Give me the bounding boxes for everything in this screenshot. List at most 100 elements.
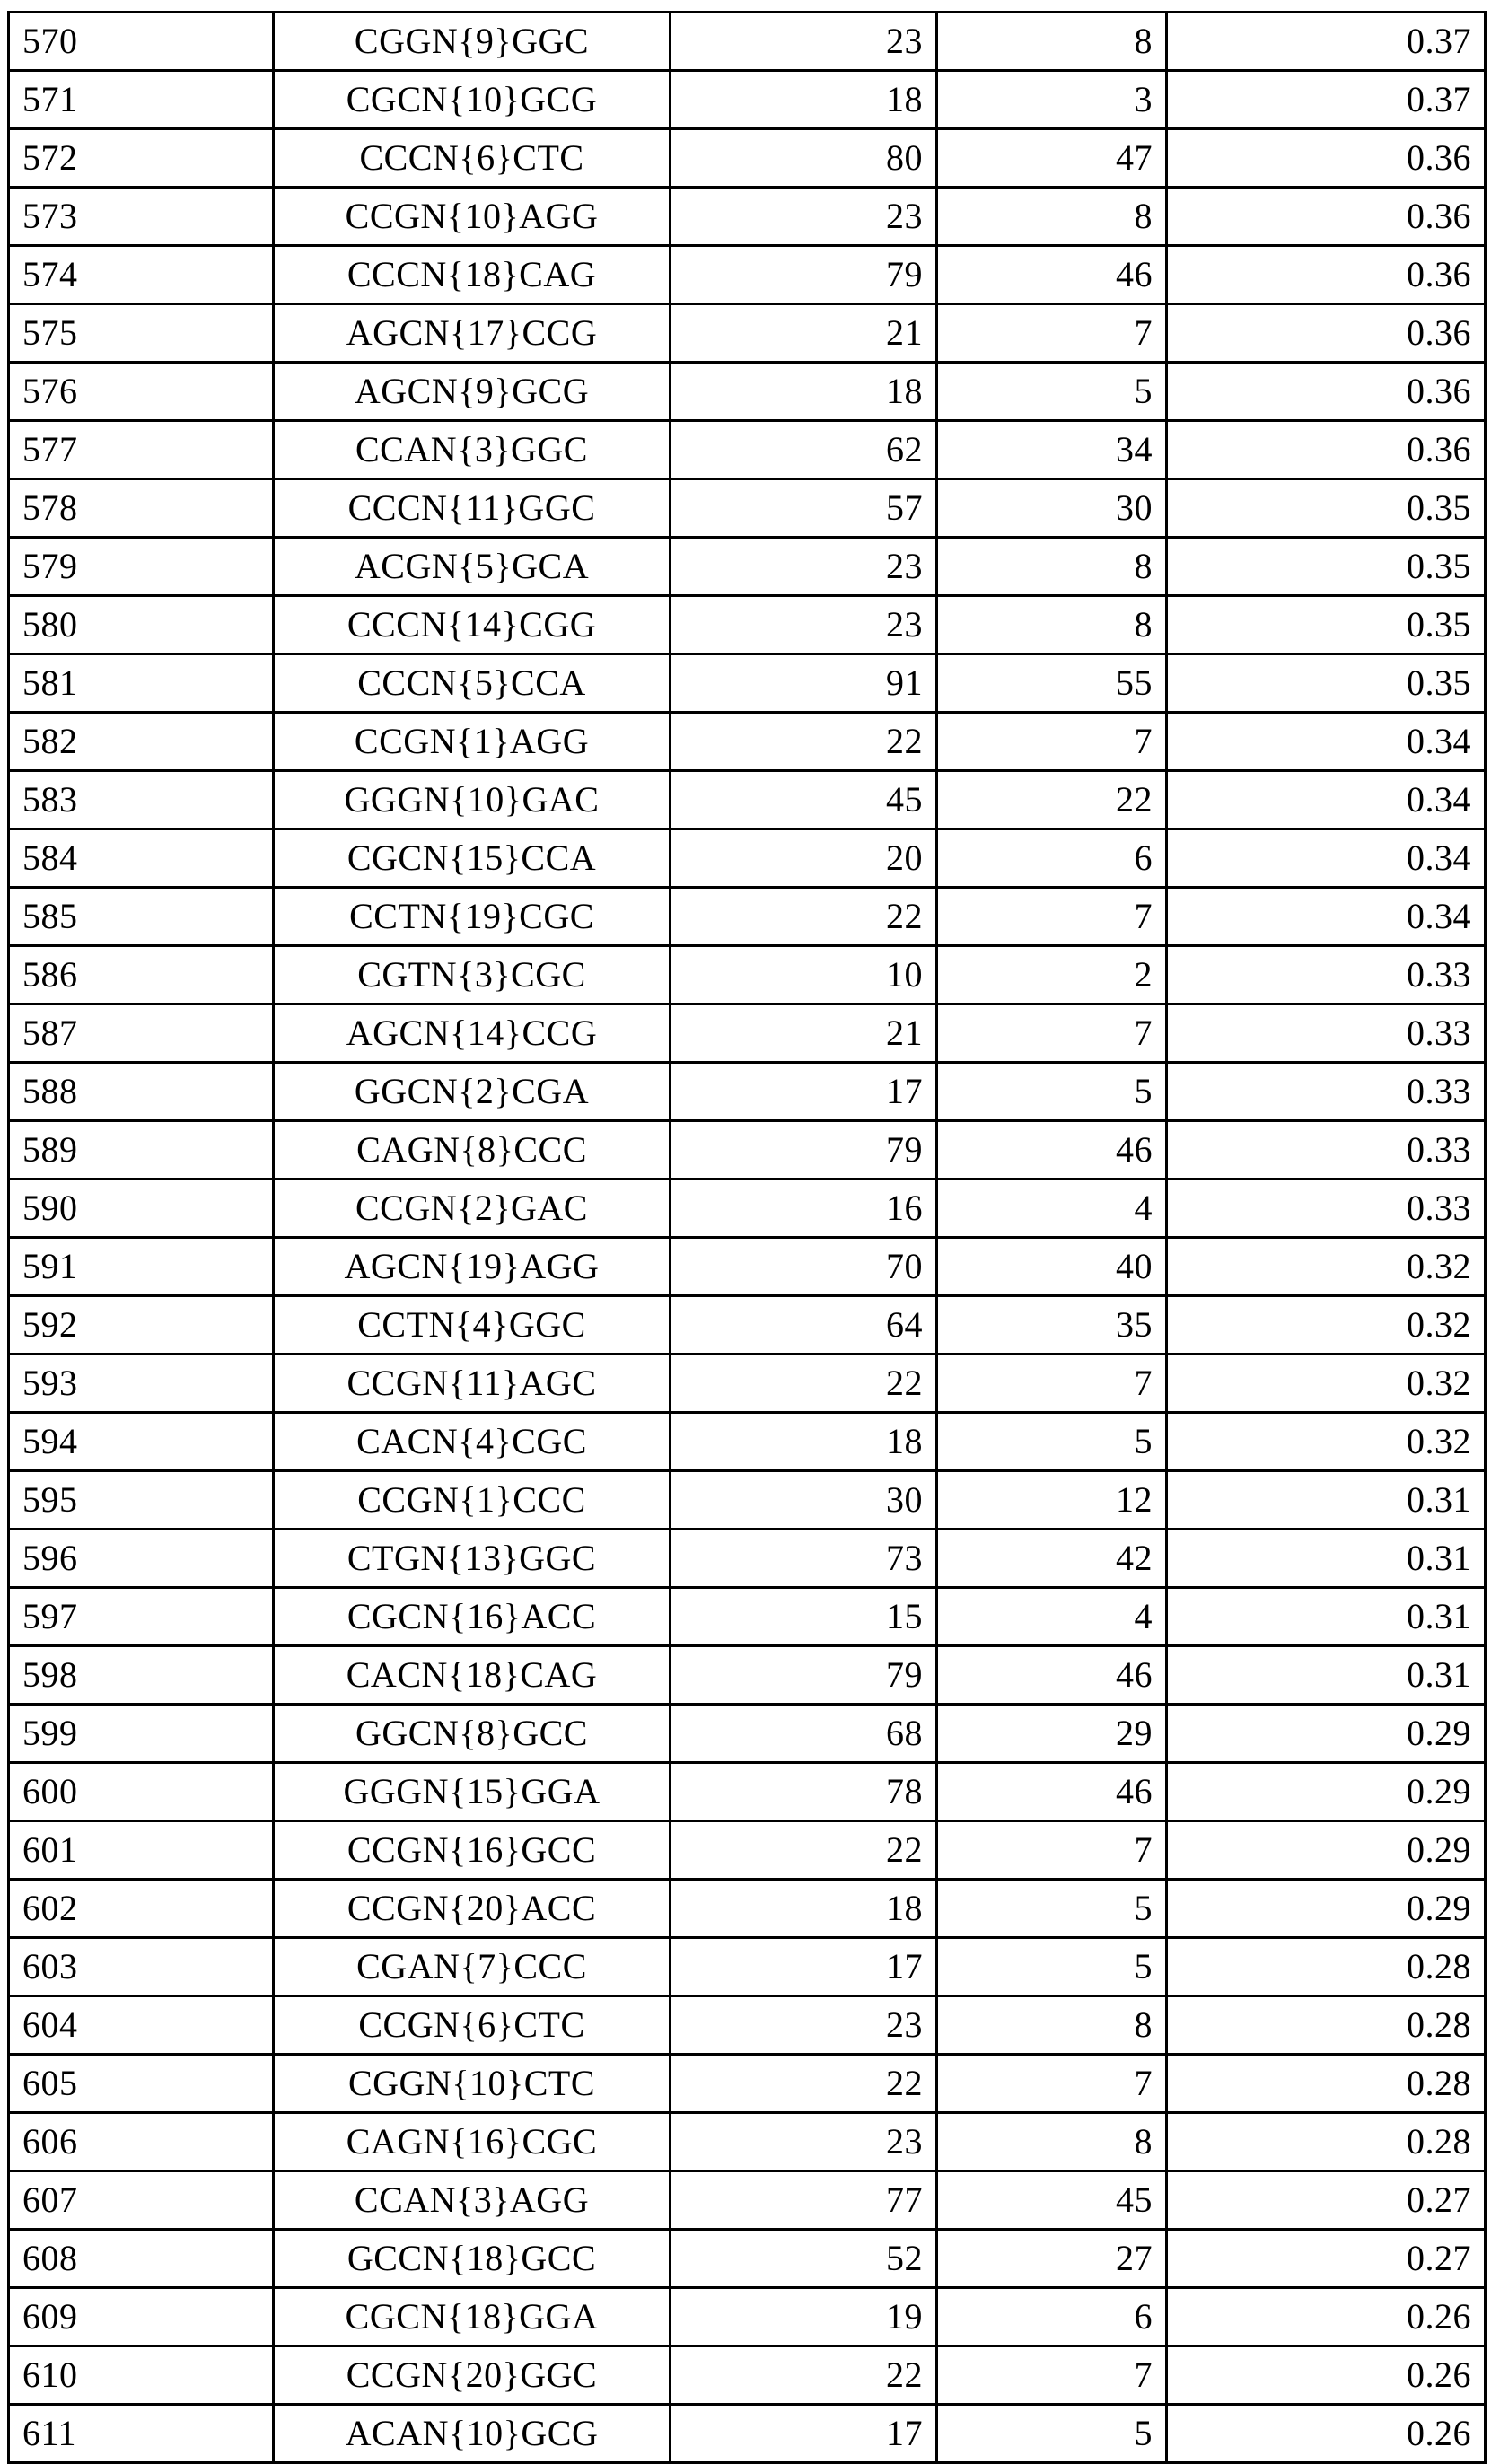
cell-index: 594 [9,1413,274,1471]
cell-index: 573 [9,188,274,246]
cell-count: 46 [937,246,1167,304]
cell-ratio: 0.31 [1167,1646,1486,1705]
cell-index: 604 [9,1996,274,2055]
cell-sequence: ACGN{5}GCA [274,538,671,596]
cell-sequence: CCTN{19}CGC [274,888,671,946]
cell-sequence: GGCN{8}GCC [274,1705,671,1763]
cell-ratio: 0.35 [1167,479,1486,538]
cell-ratio: 0.29 [1167,1705,1486,1763]
cell-count: 4 [937,1179,1167,1238]
cell-index: 585 [9,888,274,946]
cell-count: 5 [937,363,1167,421]
cell-count: 30 [937,479,1167,538]
table-row: 611ACAN{10}GCG1750.26 [9,2405,1486,2463]
cell-total: 79 [671,1646,937,1705]
cell-total: 22 [671,713,937,771]
table-row: 606CAGN{16}CGC2380.28 [9,2113,1486,2171]
table-row: 575AGCN{17}CCG2170.36 [9,304,1486,363]
table-row: 585CCTN{19}CGC2270.34 [9,888,1486,946]
cell-count: 46 [937,1121,1167,1179]
cell-total: 22 [671,1355,937,1413]
cell-count: 5 [937,1413,1167,1471]
cell-sequence: CGGN{10}CTC [274,2055,671,2113]
cell-count: 12 [937,1471,1167,1530]
cell-index: 576 [9,363,274,421]
cell-sequence: CCGN{11}AGC [274,1355,671,1413]
cell-ratio: 0.28 [1167,1938,1486,1996]
table-row: 583GGGN{10}GAC45220.34 [9,771,1486,829]
cell-sequence: CGCN{18}GGA [274,2288,671,2346]
cell-count: 46 [937,1646,1167,1705]
cell-total: 80 [671,129,937,188]
cell-count: 7 [937,888,1167,946]
cell-ratio: 0.34 [1167,829,1486,888]
cell-total: 78 [671,1763,937,1821]
cell-count: 8 [937,596,1167,654]
cell-ratio: 0.32 [1167,1413,1486,1471]
cell-index: 578 [9,479,274,538]
cell-sequence: CCGN{1}AGG [274,713,671,771]
cell-index: 571 [9,71,274,129]
cell-sequence: CCAN{3}AGG [274,2171,671,2230]
cell-total: 17 [671,2405,937,2463]
cell-sequence: CCGN{6}CTC [274,1996,671,2055]
cell-index: 602 [9,1880,274,1938]
table-row: 578CCCN{11}GGC57300.35 [9,479,1486,538]
cell-sequence: CGCN{15}CCA [274,829,671,888]
cell-ratio: 0.26 [1167,2346,1486,2405]
table-row: 597CGCN{16}ACC1540.31 [9,1588,1486,1646]
table-row: 602CCGN{20}ACC1850.29 [9,1880,1486,1938]
cell-index: 579 [9,538,274,596]
cell-count: 8 [937,13,1167,71]
cell-count: 7 [937,304,1167,363]
cell-ratio: 0.26 [1167,2288,1486,2346]
cell-count: 42 [937,1530,1167,1588]
table-row: 580CCCN{14}CGG2380.35 [9,596,1486,654]
table-row: 587AGCN{14}CCG2170.33 [9,1004,1486,1063]
cell-index: 577 [9,421,274,479]
cell-index: 601 [9,1821,274,1880]
cell-sequence: GCCN{18}GCC [274,2230,671,2288]
cell-index: 572 [9,129,274,188]
cell-index: 607 [9,2171,274,2230]
cell-ratio: 0.33 [1167,1063,1486,1121]
cell-total: 23 [671,2113,937,2171]
cell-ratio: 0.34 [1167,771,1486,829]
cell-total: 22 [671,2055,937,2113]
cell-index: 574 [9,246,274,304]
cell-count: 29 [937,1705,1167,1763]
cell-sequence: CAGN{8}CCC [274,1121,671,1179]
cell-ratio: 0.36 [1167,363,1486,421]
cell-ratio: 0.35 [1167,538,1486,596]
cell-count: 7 [937,1821,1167,1880]
table-row: 576AGCN{9}GCG1850.36 [9,363,1486,421]
cell-ratio: 0.31 [1167,1588,1486,1646]
table-row: 593CCGN{11}AGC2270.32 [9,1355,1486,1413]
cell-index: 575 [9,304,274,363]
cell-count: 22 [937,771,1167,829]
motif-data-table: 570CGGN{9}GGC2380.37571CGCN{10}GCG1830.3… [7,11,1487,2464]
cell-sequence: CGCN{10}GCG [274,71,671,129]
cell-total: 79 [671,246,937,304]
cell-total: 15 [671,1588,937,1646]
table-row: 589CAGN{8}CCC79460.33 [9,1121,1486,1179]
cell-ratio: 0.28 [1167,1996,1486,2055]
cell-sequence: CGTN{3}CGC [274,946,671,1004]
cell-total: 18 [671,1413,937,1471]
cell-count: 8 [937,188,1167,246]
cell-sequence: CCCN{5}CCA [274,654,671,713]
cell-count: 7 [937,713,1167,771]
table-row: 604CCGN{6}CTC2380.28 [9,1996,1486,2055]
cell-sequence: CCAN{3}GGC [274,421,671,479]
table-row: 601CCGN{16}GCC2270.29 [9,1821,1486,1880]
cell-ratio: 0.34 [1167,888,1486,946]
cell-total: 23 [671,1996,937,2055]
table-row: 609CGCN{18}GGA1960.26 [9,2288,1486,2346]
cell-ratio: 0.31 [1167,1530,1486,1588]
table-row: 581CCCN{5}CCA91550.35 [9,654,1486,713]
cell-ratio: 0.32 [1167,1238,1486,1296]
cell-count: 3 [937,71,1167,129]
cell-total: 22 [671,1821,937,1880]
cell-total: 73 [671,1530,937,1588]
cell-ratio: 0.33 [1167,946,1486,1004]
